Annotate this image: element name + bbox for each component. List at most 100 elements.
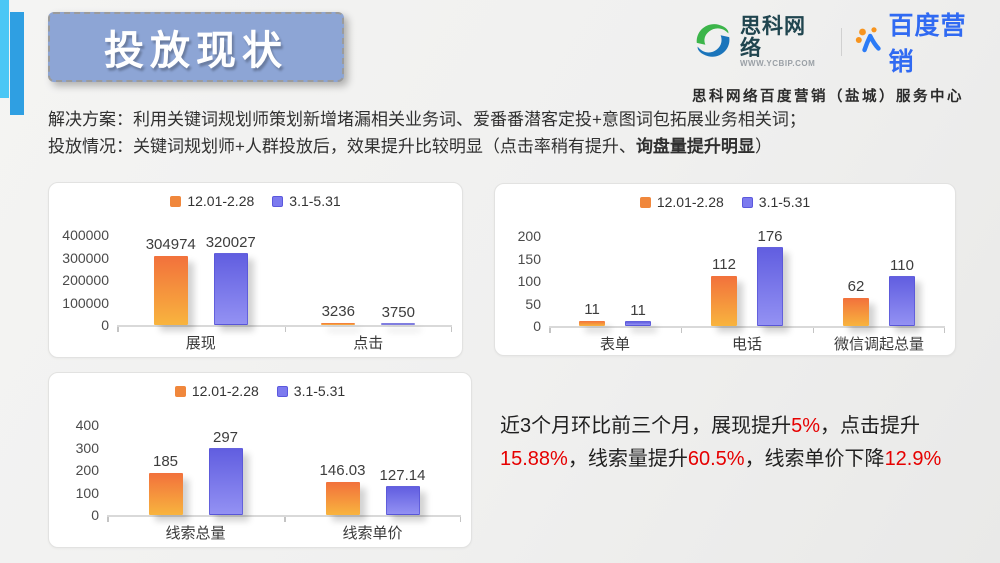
- chart-body: 0 100 200 300 400 185 297 146.03 127.14 线索总量 线索单价: [59, 418, 461, 543]
- chart-body: 0 50 100 150 200 11 11 112 176 62 110 表单 电话 微信调起总量: [505, 228, 945, 354]
- y-tick-label: 0: [533, 318, 541, 334]
- sike-name-block: 思科网络 WWW.YCBIP.COM: [740, 15, 828, 68]
- brand-header: 思科网络 WWW.YCBIP.COM 百度营销 思科网络百度营销（盐城）服务中心: [692, 6, 992, 106]
- text-segment: 12.9%: [884, 448, 942, 470]
- legend-label: 3.1-5.31: [289, 193, 341, 209]
- legend-label: 12.01-2.28: [187, 193, 255, 209]
- legend-swatch: [276, 385, 288, 397]
- bar-group: 62 110: [813, 236, 945, 326]
- chart-legend: 12.01-2.28 3.1-5.31: [59, 191, 452, 211]
- text-segment: 15.88%: [500, 448, 568, 470]
- bar: 185: [148, 453, 183, 515]
- y-axis: 0 100 200 300 400: [59, 418, 107, 522]
- solution-line: 解决方案：利用关键词规划师策划新增堵漏相关业务词、爱番番潜客定投+意图词包拓展业…: [48, 106, 968, 133]
- value-label: 112: [712, 256, 736, 273]
- bar-group: 11 11: [549, 236, 681, 326]
- category-label: 展现: [185, 335, 216, 352]
- category-label: 线索总量: [165, 525, 226, 542]
- left-accent-bar-dark: [10, 12, 24, 115]
- summary-text: 近3个月环比前三个月，展现提升5%，点击提升 15.88%，线索量提升60.5%，…: [500, 410, 965, 476]
- y-tick-label: 200000: [62, 272, 109, 288]
- legend-swatch: [741, 196, 753, 208]
- text-segment: 60.5%: [687, 448, 745, 470]
- axis-tick: [459, 517, 461, 522]
- axis-tick: [284, 517, 286, 522]
- axis-tick: [812, 328, 815, 333]
- bar-group: 112 176: [681, 228, 813, 326]
- legend-item: 3.1-5.31: [741, 194, 811, 210]
- chart-body: 0 100000 200000 300000 400000 304974 320027 323…: [59, 228, 453, 353]
- legend-swatch: [639, 196, 651, 208]
- bar: 146.03: [320, 462, 365, 515]
- value-label: 3236: [321, 303, 355, 320]
- legend-item: 12.01-2.28: [174, 383, 259, 399]
- category-label: 表单: [599, 336, 630, 353]
- baidu-marketing-name: 百度营销: [888, 12, 967, 76]
- y-tick-label: 200: [517, 228, 541, 244]
- text-segment: ，线索单价下降: [744, 448, 885, 470]
- value-label: 11: [584, 301, 600, 318]
- brand-logos-row: 思科网络 WWW.YCBIP.COM 百度营销: [692, 6, 992, 78]
- plot-column: 11 11 112 176 62 110 表单 电话 微信调起总量: [549, 228, 945, 354]
- bar: 176: [757, 228, 783, 326]
- y-axis: 0 100000 200000 300000 400000: [59, 228, 117, 332]
- plot-area: 304974 320027 3236 3750: [117, 234, 453, 332]
- text-segment: 投放情况：关键词规划师+人群投放后，效果提升比较明显（点击率稍有提升、: [48, 137, 636, 156]
- bar: 62: [843, 278, 869, 326]
- text-segment: ，点击提升: [820, 415, 921, 437]
- text-segment: ）: [754, 137, 772, 156]
- legend-label: 3.1-5.31: [293, 383, 346, 399]
- sike-network-logo-icon: [692, 19, 734, 66]
- category-row: 线索总量 线索单价: [107, 517, 461, 543]
- legend-label: 3.1-5.31: [758, 194, 811, 210]
- axis-tick: [943, 328, 945, 333]
- y-tick-label: 50: [525, 295, 541, 312]
- sike-network-url: WWW.YCBIP.COM: [740, 58, 816, 68]
- left-accent-bar-light: [0, 0, 9, 98]
- bar: 304974: [146, 236, 196, 325]
- bar-group: 3236 3750: [285, 235, 453, 325]
- value-label: 127.14: [379, 467, 426, 484]
- bar: 11: [625, 302, 651, 326]
- y-tick-label: 0: [101, 317, 109, 333]
- axis-tick: [680, 328, 683, 333]
- bar: 297: [208, 429, 243, 515]
- category-row: 表单 电话 微信调起总量: [549, 328, 945, 354]
- axis-tick: [549, 328, 551, 333]
- y-tick-label: 100: [517, 273, 541, 289]
- axis-tick: [450, 327, 452, 332]
- value-label: 297: [212, 429, 239, 446]
- plot-column: 304974 320027 3236 3750 展现 点击: [117, 234, 453, 353]
- baidu-marketing-logo-icon: [855, 26, 883, 59]
- legend-label: 12.01-2.28: [656, 194, 724, 210]
- legend-label: 12.01-2.28: [191, 383, 259, 399]
- value-label: 176: [757, 228, 783, 245]
- axis-tick: [107, 517, 109, 522]
- bar-group: 304974 320027: [117, 234, 285, 325]
- y-tick-label: 400: [75, 417, 99, 433]
- value-label: 185: [152, 453, 179, 470]
- value-label: 304974: [145, 236, 196, 253]
- y-tick-label: 150: [517, 250, 541, 267]
- value-label: 62: [847, 278, 865, 295]
- intro-paragraph: 解决方案：利用关键词规划师策划新增堵漏相关业务词、爱番番潜客定投+意图词包拓展业…: [48, 106, 968, 160]
- value-label: 146.03: [319, 462, 366, 479]
- value-label: 320027: [205, 234, 256, 251]
- text-segment: 近3个月环比前三个月，展现提升: [500, 415, 792, 437]
- y-tick-label: 200: [75, 462, 99, 478]
- y-axis: 0 50 100 150 200: [505, 229, 549, 333]
- value-label: 11: [630, 302, 646, 319]
- bar: 110: [889, 257, 915, 326]
- text-segment: ，线索量提升: [567, 448, 688, 470]
- legend-item: 3.1-5.31: [272, 193, 341, 209]
- legend-swatch: [272, 195, 284, 207]
- chart-card-impressions-clicks: 12.01-2.28 3.1-5.31 0 100000 200000 300000 400…: [48, 182, 463, 358]
- text-segment: 5%: [791, 415, 821, 437]
- legend-swatch: [170, 195, 182, 207]
- y-tick-label: 300: [75, 439, 99, 456]
- bar: 112: [711, 256, 737, 326]
- text-segment: 解决方案：利用关键词规划师策划新增堵漏相关业务词、爱番番潜客定投+意图词包拓展业…: [48, 110, 806, 129]
- value-label: 3750: [381, 304, 415, 321]
- y-tick-label: 0: [91, 507, 99, 523]
